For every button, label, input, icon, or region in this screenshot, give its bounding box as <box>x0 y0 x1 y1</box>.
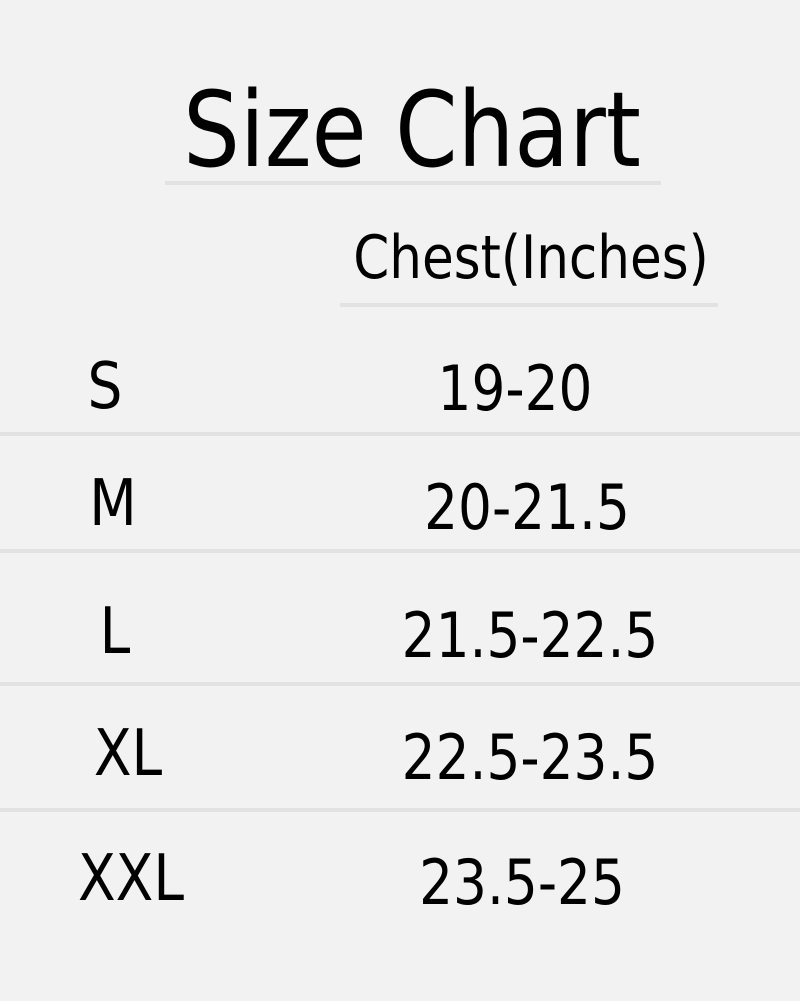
row-divider <box>0 808 800 812</box>
page-title: Size Chart <box>183 69 641 191</box>
chest-value: 22.5-23.5 <box>401 721 659 794</box>
row-divider <box>0 682 800 686</box>
size-label: XL <box>93 717 163 791</box>
chest-value: 20-21.5 <box>424 471 630 544</box>
chest-value: 19-20 <box>437 352 593 425</box>
chest-value: 23.5-25 <box>419 846 625 919</box>
chest-value: 21.5-22.5 <box>401 599 659 672</box>
size-label: S <box>87 350 123 424</box>
row-divider <box>0 432 800 436</box>
header-underline <box>340 303 718 307</box>
size-label: XXL <box>77 842 185 916</box>
column-header-chest: Chest(Inches) <box>353 223 709 293</box>
size-label: M <box>89 467 137 541</box>
title-underline <box>165 181 661 185</box>
row-divider <box>0 549 800 553</box>
size-label: L <box>99 595 131 669</box>
